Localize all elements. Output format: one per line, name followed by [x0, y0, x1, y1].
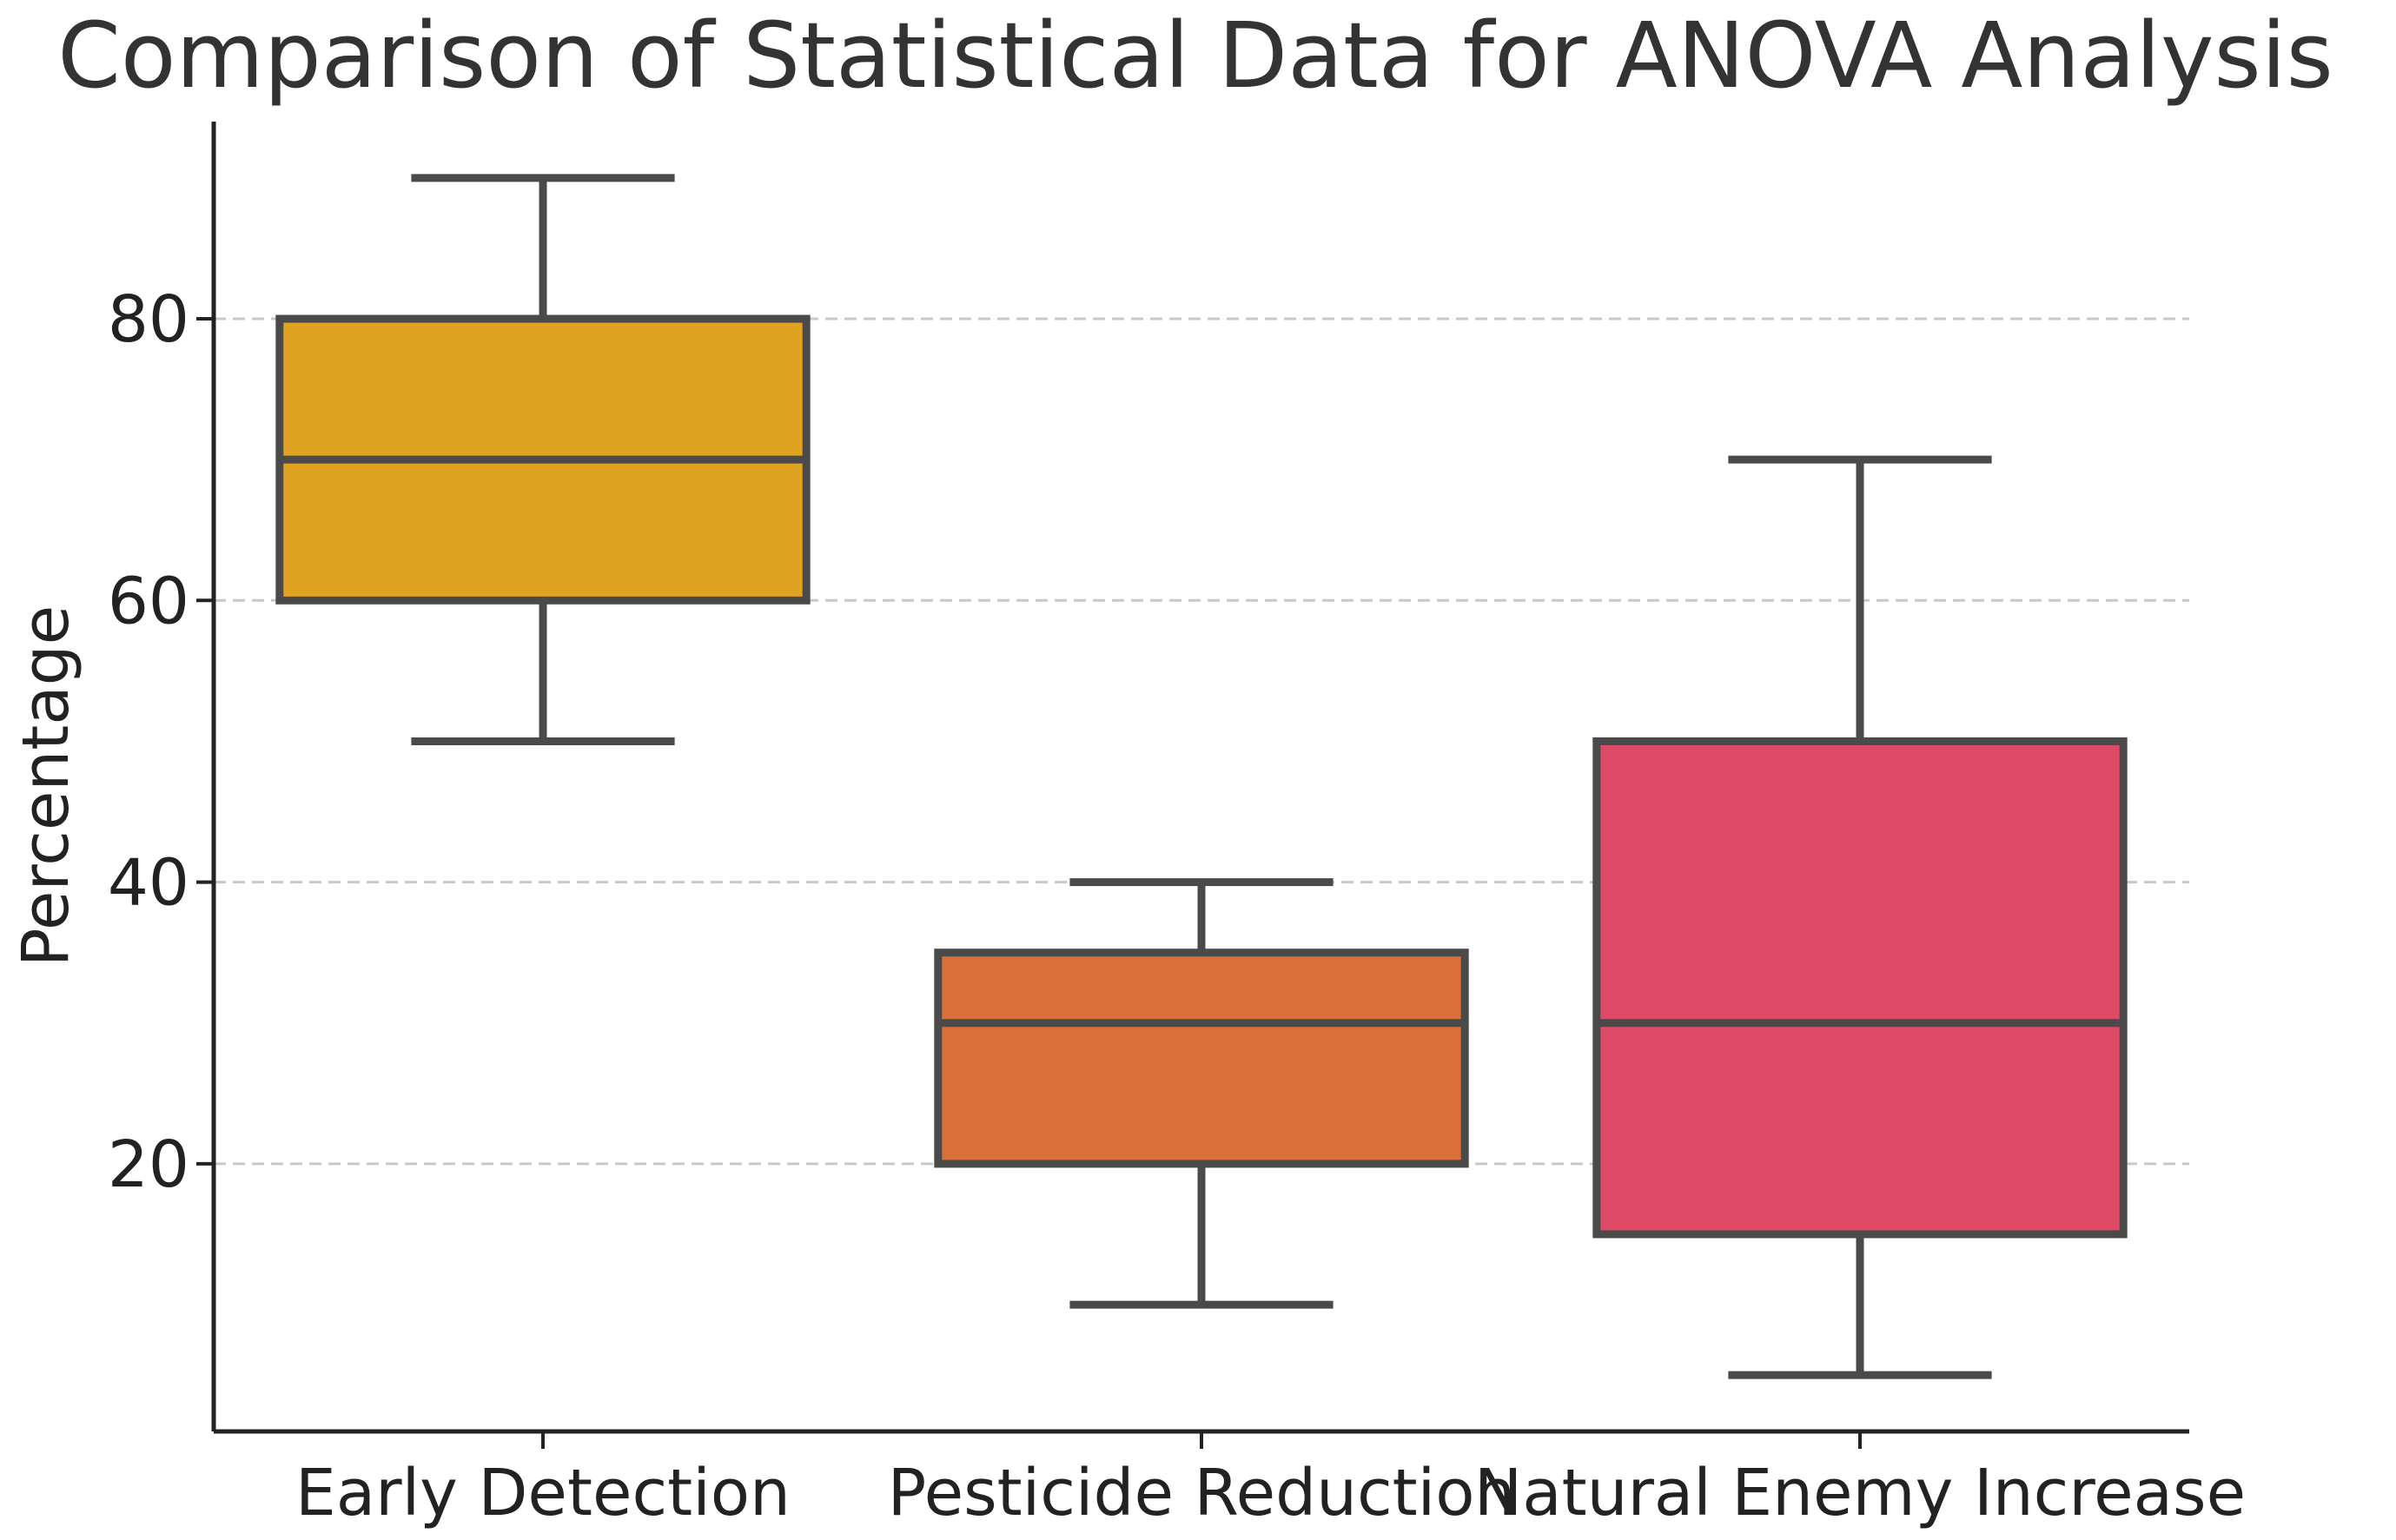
y-tick-label-60: 60: [108, 564, 189, 638]
x-tick-label-0: Early Detection: [295, 1456, 791, 1530]
iqr-box-2: [1592, 737, 2128, 1239]
box-group-1: [934, 878, 1469, 1309]
x-tick-label-2: Natural Enemy Increase: [1474, 1456, 2246, 1530]
box-group-2: [1592, 455, 2128, 1379]
y-tick-label-20: 20: [108, 1127, 189, 1202]
box-group-0: [275, 174, 811, 745]
boxes-layer: [275, 174, 2128, 1379]
y-tick-label-80: 80: [108, 282, 189, 357]
y-tick-label-40: 40: [108, 846, 189, 921]
chart-title: Comparison of Statistical Data for ANOVA…: [57, 3, 2333, 109]
iqr-box-1: [934, 948, 1469, 1168]
y-axis-label: Percentage: [9, 605, 83, 967]
tick-labels: 20 40 60 80 Early Detection Pesticide Reducti…: [108, 282, 2246, 1530]
x-tick-label-1: Pesticide Reduction: [888, 1456, 1516, 1530]
